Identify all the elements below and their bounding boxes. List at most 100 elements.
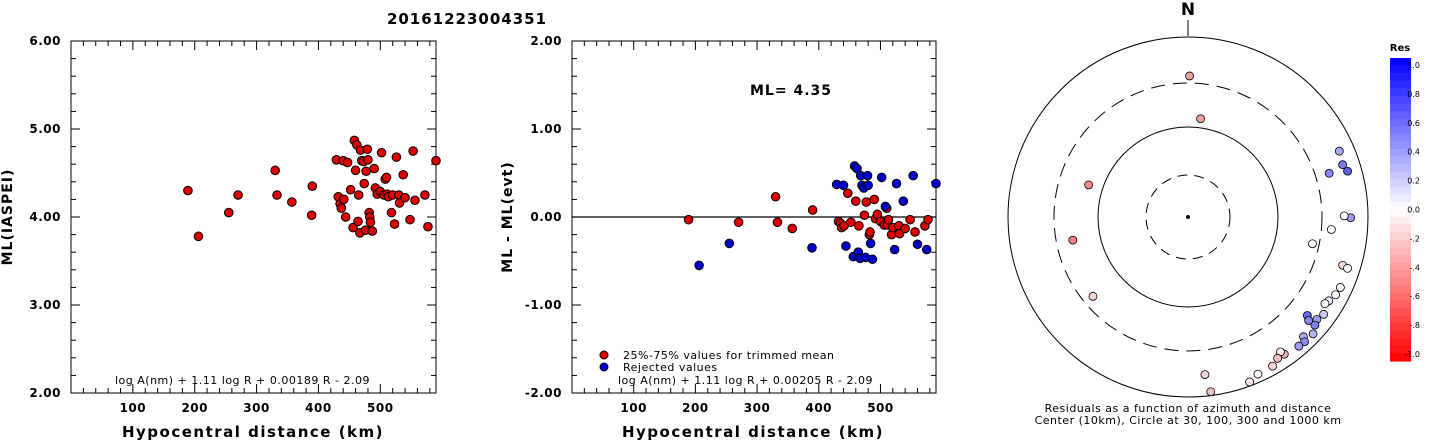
colorbar-tick-label: 0.8 <box>1407 90 1420 99</box>
rejected-point <box>912 239 923 250</box>
x-axis-label: Hypocentral distance (km) <box>122 423 384 441</box>
station-point <box>1335 283 1345 292</box>
rejected-point <box>865 238 876 249</box>
trimmed-point <box>883 214 894 225</box>
trimmed-point <box>846 217 856 228</box>
station-point <box>1185 71 1194 81</box>
x-axis-label: Hypocentral distance (km) <box>622 423 884 441</box>
trimmed-point <box>807 205 818 215</box>
y-tick-label: -2.00 <box>525 386 562 400</box>
y-tick-label: 4.00 <box>29 210 61 224</box>
magnitude-formula: log A(nm) + 1.11 log R + 0.00189 R - 2.0… <box>115 374 370 387</box>
data-point <box>363 155 373 165</box>
colorbar-segment <box>1390 292 1411 301</box>
colorbar-segment <box>1390 118 1411 127</box>
colorbar-segment <box>1390 111 1411 120</box>
station-point <box>1273 353 1283 363</box>
colorbar-segment <box>1390 171 1411 180</box>
colorbar-tick-label: 1.0 <box>1407 61 1420 70</box>
figure-title: 20161223004351 <box>387 10 547 28</box>
station-point <box>1343 166 1352 176</box>
rejected-point <box>921 244 932 255</box>
colorbar-segment <box>1390 254 1411 264</box>
station-point <box>1196 114 1205 124</box>
colorbar-segment <box>1390 353 1411 362</box>
station-point <box>1308 239 1317 249</box>
colorbar-segment <box>1390 338 1411 347</box>
rejected-point <box>889 244 900 255</box>
ml-residual-panel: -2.00 -1.00 0.00 1.00 2.00 100 200 300 400 500 M… <box>500 34 941 441</box>
legend-label-rejected: Rejected values <box>623 361 718 374</box>
colorbar-segment <box>1390 300 1411 309</box>
rejected-point <box>867 254 878 265</box>
colorbar-segment <box>1390 179 1411 188</box>
colorbar-segment <box>1390 141 1411 150</box>
data-point <box>431 155 441 166</box>
station-point <box>1268 361 1277 371</box>
data-point <box>233 190 243 200</box>
station-point <box>1319 309 1329 319</box>
colorbar-segment <box>1390 224 1411 233</box>
trimmed-point <box>859 210 870 221</box>
rejected-point <box>841 241 851 251</box>
data-point <box>386 207 397 218</box>
colorbar-segment <box>1390 247 1411 256</box>
trimmed-point <box>923 214 933 225</box>
x-tick-label: 400 <box>305 401 332 415</box>
colorbar-segment <box>1390 285 1411 294</box>
plot-frame <box>70 40 437 394</box>
colorbar-segment <box>1390 217 1411 226</box>
colorbar-segment <box>1390 164 1411 173</box>
y-axis-label: ML - ML(evt) <box>500 161 516 272</box>
station-point <box>1304 316 1313 325</box>
data-point <box>400 192 410 203</box>
circle-30km <box>1145 174 1231 260</box>
tick-marks <box>71 41 436 393</box>
colorbar-segment <box>1390 209 1411 218</box>
rejected-point <box>898 196 909 206</box>
data-point <box>183 185 193 196</box>
y-tick-label: 6.00 <box>29 34 61 48</box>
station-point <box>1088 291 1098 301</box>
data-point <box>420 190 430 200</box>
rejected-point <box>863 180 873 191</box>
legend-label-trimmed: 25%-75% values for trimmed mean <box>623 349 835 362</box>
legend-marker-trimmed <box>599 350 609 360</box>
colorbar-tick-label: -.8 <box>1409 321 1420 330</box>
y-tick-labels: 2.00 3.00 4.00 5.00 6.00 <box>29 34 61 400</box>
x-tick-label: 200 <box>682 401 709 415</box>
center-dot <box>1186 215 1190 219</box>
data-point <box>353 190 364 200</box>
data-point <box>405 214 415 225</box>
data-point <box>376 147 387 158</box>
data-point <box>306 210 317 221</box>
rejected-point <box>862 170 873 181</box>
data-point <box>362 144 373 155</box>
station-point <box>1294 341 1304 351</box>
y-tick-label: 2.00 <box>29 386 61 400</box>
data-point <box>287 197 297 207</box>
magnitude-formula: log A(nm) + 1.11 log R + 0.00205 R - 2.0… <box>618 374 873 387</box>
rejected-point <box>931 178 941 189</box>
data-point <box>353 216 363 227</box>
data-point <box>339 194 349 205</box>
data-point <box>193 231 204 242</box>
colorbar-segment <box>1390 262 1411 271</box>
data-point <box>365 217 376 228</box>
rejected-point <box>694 260 704 271</box>
data-point <box>223 207 234 218</box>
ml-iaspei-panel: 2.00 3.00 4.00 5.00 6.00 100 200 300 400 500 ML(… <box>0 34 441 441</box>
data-point <box>367 226 378 236</box>
trimmed-point <box>861 197 872 207</box>
x-tick-label: 300 <box>243 401 270 415</box>
data-point <box>391 152 402 162</box>
caption-line-2: Center (10km), Circle at 30, 100, 300 an… <box>1035 414 1342 427</box>
colorbar-segment <box>1390 345 1411 355</box>
circle-300km <box>1053 82 1323 352</box>
event-magnitude: ML= 4.35 <box>750 83 832 99</box>
y-tick-label: 5.00 <box>29 122 61 136</box>
colorbar-segment <box>1390 65 1411 74</box>
colorbar <box>1390 58 1411 362</box>
colorbar-segment <box>1390 239 1411 248</box>
colorbar-tick-label: 0.2 <box>1407 177 1420 186</box>
